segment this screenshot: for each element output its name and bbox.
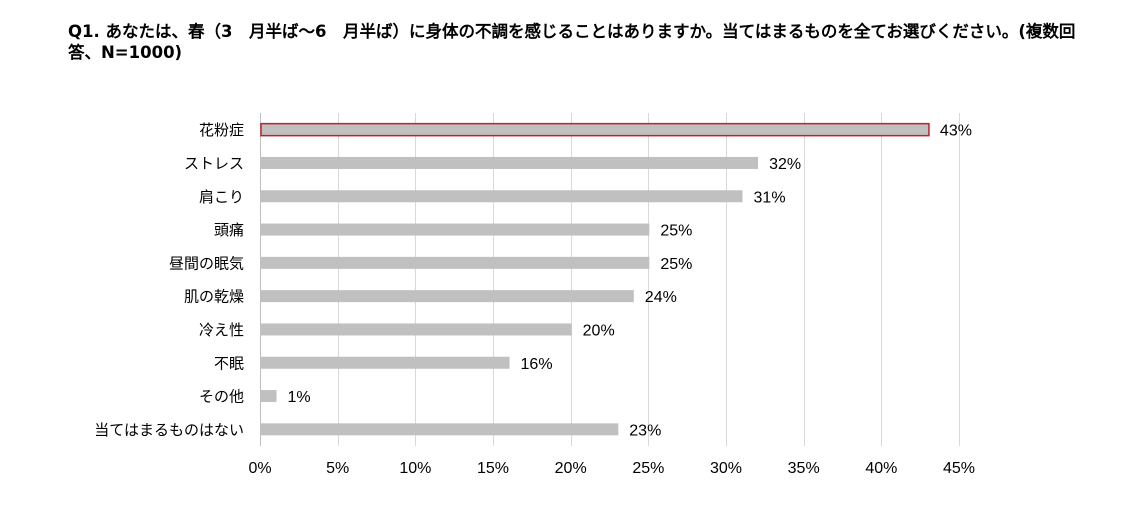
- bar: [261, 423, 619, 436]
- category-label: ストレス: [184, 154, 244, 172]
- bar: [261, 256, 650, 269]
- x-tick-label: 40%: [865, 460, 897, 477]
- category-label: 花粉症: [199, 121, 244, 139]
- x-tick-label: 35%: [788, 460, 820, 477]
- value-label: 25%: [660, 256, 692, 273]
- x-tick-label: 25%: [632, 460, 664, 477]
- bar: [261, 223, 650, 236]
- chart-title: Q1. あなたは、春（3 月半ば～6 月半ば）に身体の不調を感じることはあります…: [68, 22, 1076, 62]
- x-tick-label: 30%: [710, 460, 742, 477]
- value-label: 31%: [754, 189, 786, 206]
- value-label: 25%: [660, 223, 692, 240]
- x-tick-label: 10%: [399, 460, 431, 477]
- category-label: 肌の乾燥: [184, 288, 244, 306]
- category-label: 当てはまるものはない: [94, 421, 244, 439]
- category-label: 不眠: [214, 354, 244, 372]
- x-tick-label: 5%: [326, 460, 349, 477]
- x-tick-label: 15%: [477, 460, 509, 477]
- bar: [261, 356, 510, 369]
- x-tick-label: 45%: [943, 460, 975, 477]
- value-label: 23%: [629, 422, 661, 439]
- x-axis-ticks: 0% 5% 10% 15% 20% 25% 30% 35% 40% 45%: [248, 460, 975, 477]
- bar: [261, 323, 572, 336]
- bar: [261, 190, 743, 203]
- bar: [261, 290, 634, 303]
- value-label: 32%: [769, 156, 801, 173]
- value-label: 1%: [288, 389, 311, 406]
- value-label: 24%: [645, 289, 677, 306]
- category-label: 昼間の眠気: [169, 254, 244, 272]
- value-label: 16%: [521, 356, 553, 373]
- category-label: 冷え性: [199, 321, 244, 339]
- bar: [260, 122, 930, 137]
- category-label: 頭痛: [214, 221, 244, 239]
- category-label: 肩こり: [199, 188, 244, 206]
- value-label: 43%: [940, 123, 972, 140]
- bar: [261, 156, 759, 169]
- value-label: 20%: [583, 322, 615, 339]
- value-labels: 43% 32% 31% 25% 25% 24% 20% 16% 1% 23%: [288, 123, 972, 440]
- x-tick-label: 0%: [248, 460, 271, 477]
- bars: [260, 122, 930, 436]
- category-label: その他: [199, 388, 244, 406]
- x-tick-label: 20%: [555, 460, 587, 477]
- bar: [261, 390, 277, 403]
